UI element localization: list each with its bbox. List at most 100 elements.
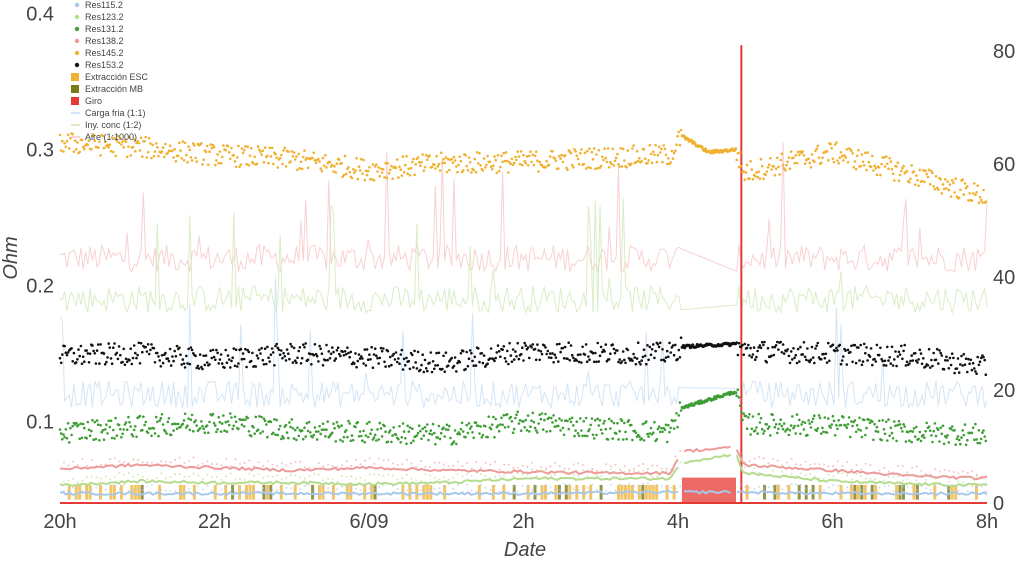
point-res153-2 (638, 360, 641, 364)
point-res115-2 (174, 490, 177, 493)
point-res145-2 (87, 139, 91, 142)
point-res153-2 (865, 346, 868, 349)
point-res145-2 (971, 192, 975, 195)
point-res145-2 (798, 153, 801, 157)
point-res153-2 (98, 362, 101, 365)
point-res138-2 (929, 473, 932, 476)
point-res115-2 (674, 487, 677, 490)
point-res131-2 (190, 413, 194, 417)
point-res115-2 (271, 489, 274, 491)
point-res131-2 (444, 428, 448, 431)
point-res131-2 (541, 428, 545, 431)
point-res131-2 (603, 419, 606, 423)
point-res153-2 (550, 356, 553, 360)
point-res131-2 (254, 415, 258, 419)
point-res131-2 (487, 415, 491, 419)
point-res145-2 (401, 155, 405, 158)
point-res145-2 (343, 154, 347, 158)
point-res123-2 (252, 474, 255, 477)
point-res153-2 (141, 350, 144, 354)
point-res131-2 (442, 426, 445, 430)
point-res138-2 (503, 463, 506, 466)
point-res145-2 (283, 146, 287, 150)
point-res138-2 (772, 458, 774, 461)
point-res138-2 (354, 458, 357, 461)
point-res145-2 (311, 156, 314, 160)
point-res153-2 (357, 353, 361, 356)
point-res131-2 (940, 432, 944, 436)
point-res145-2 (840, 154, 844, 158)
point-res138-2 (758, 456, 761, 459)
point-res131-2 (835, 424, 838, 427)
point-res153-2 (654, 349, 657, 353)
point-res131-2 (592, 437, 596, 440)
point-res145-2 (127, 145, 130, 148)
legend-marker-extracci-n-esc (71, 73, 79, 81)
point-res145-2 (222, 144, 225, 147)
point-res145-2 (867, 160, 871, 164)
point-res131-2 (624, 430, 627, 434)
point-res123-2 (429, 474, 431, 477)
point-res145-2 (634, 160, 638, 164)
point-res138-2 (104, 463, 107, 466)
point-res145-2 (927, 168, 931, 172)
point-res145-2 (658, 151, 662, 154)
point-res145-2 (325, 166, 328, 169)
point-res153-2 (839, 362, 843, 366)
point-res145-2 (109, 149, 113, 153)
point-res123-2 (387, 473, 390, 476)
point-res131-2 (417, 424, 421, 428)
point-res145-2 (183, 141, 187, 145)
point-res145-2 (736, 152, 740, 155)
point-res131-2 (518, 419, 522, 422)
point-res153-2 (962, 352, 966, 356)
point-res138-2 (257, 461, 260, 464)
point-res115-2 (178, 490, 181, 493)
point-res153-2 (748, 354, 751, 357)
point-res145-2 (412, 157, 415, 161)
point-res145-2 (488, 160, 492, 164)
point-res138-2 (526, 465, 529, 468)
point-res145-2 (795, 161, 799, 165)
point-res131-2 (146, 431, 150, 435)
point-res138-2 (554, 461, 557, 464)
point-res153-2 (412, 366, 415, 369)
point-res153-2 (215, 348, 218, 352)
point-res145-2 (614, 156, 618, 160)
legend-label-res153-2: Res153.2 (85, 60, 124, 70)
point-res145-2 (735, 158, 738, 162)
point-res153-2 (735, 341, 738, 344)
point-res145-2 (119, 137, 122, 140)
point-res145-2 (370, 178, 374, 181)
point-res131-2 (120, 435, 123, 439)
point-res131-2 (844, 424, 847, 427)
point-res138-2 (572, 463, 575, 466)
point-res145-2 (302, 155, 305, 159)
point-res131-2 (558, 417, 561, 420)
point-res145-2 (383, 176, 386, 179)
point-res145-2 (125, 155, 129, 159)
point-res115-2 (957, 489, 960, 492)
point-res153-2 (964, 357, 968, 361)
event-bar-extraccion-esc (74, 484, 78, 500)
point-res131-2 (506, 413, 509, 416)
legend-label-carga-fria-1-1-: Carga fria (1:1) (85, 108, 146, 118)
point-res153-2 (232, 347, 236, 350)
point-res123-2 (391, 474, 394, 477)
point-res153-2 (474, 364, 478, 367)
point-res115-2 (280, 485, 283, 488)
point-res123-2 (401, 477, 404, 480)
point-res131-2 (736, 388, 740, 392)
point-res153-2 (71, 360, 74, 363)
point-res131-2 (981, 431, 984, 435)
point-res145-2 (430, 165, 434, 169)
point-res153-2 (649, 353, 653, 357)
point-res145-2 (947, 188, 951, 192)
point-res145-2 (268, 146, 272, 150)
point-res123-2 (498, 475, 501, 478)
point-res153-2 (922, 357, 925, 360)
point-res115-2 (317, 489, 320, 492)
point-res131-2 (532, 420, 536, 424)
point-res145-2 (820, 161, 823, 165)
point-res145-2 (278, 156, 282, 160)
